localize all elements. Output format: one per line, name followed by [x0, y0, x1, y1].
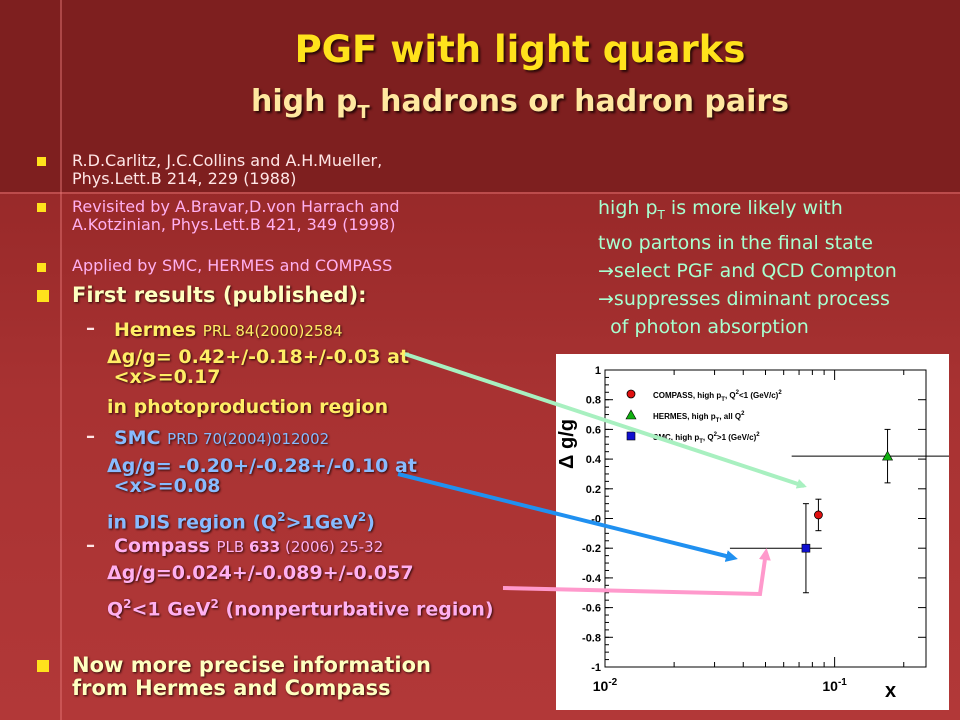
y-tick-label: 0.6 [586, 424, 601, 436]
y-tick-label: 0.4 [586, 454, 602, 466]
data-point [882, 450, 894, 461]
first-results-heading: First results (published): [72, 283, 367, 307]
data-point [801, 543, 811, 553]
bullet-icon [37, 290, 49, 302]
y-tick-label: -0.8 [582, 632, 601, 644]
bullet-icon [37, 157, 46, 166]
y-tick-label: -0 [591, 514, 601, 526]
legend-marker [625, 409, 637, 420]
dash-icon: – [86, 535, 95, 556]
delta-g-plot: 1 0.8 0.6 0.4 0.2 -0 -0.2 -0.4 -0.6 -0.8 -1 10-2 10-… [556, 365, 957, 702]
bullet-icon [37, 660, 49, 672]
conclusion: Now more precise information from Hermes… [72, 653, 431, 700]
ref-applied: Applied by SMC, HERMES and COMPASS [72, 256, 393, 275]
title-band [0, 0, 960, 192]
hermes-value: Δg/g= 0.42+/-0.18+/-0.03 at <x>=0.17 [107, 346, 410, 388]
data-point [814, 510, 823, 520]
bullet-icon [37, 263, 46, 272]
smc-value: Δg/g= -0.20+/-0.28+/-0.10 at <x>=0.08 [107, 455, 417, 497]
y-tick-label: -0.4 [582, 573, 602, 585]
y-tick-label: 0.2 [586, 484, 601, 496]
y-tick-label: -1 [591, 662, 601, 674]
compass-heading: Compass PLB 633 (2006) 25-32 [114, 535, 384, 557]
y-tick-label: -0.2 [582, 543, 601, 555]
legend-label: COMPASS, high pT, Q2<1 (GeV/c)2 [653, 390, 782, 403]
y-tick-label: 0.8 [586, 395, 601, 407]
legend-label: HERMES, high pT, all Q2 [653, 411, 745, 424]
ref-bravar: Revisited by A.Bravar,D.von Harrach and … [72, 197, 400, 234]
dash-icon: – [86, 318, 95, 339]
compass-region: Q2<1 GeV2 (nonperturbative region) [107, 597, 494, 621]
y-axis-label: Δ g/g [556, 419, 578, 469]
plot-panel: 1 0.8 0.6 0.4 0.2 -0 -0.2 -0.4 -0.6 -0.8 -1 10-2 10-… [556, 354, 957, 710]
x-tick-label: 10-2 [593, 677, 618, 694]
dash-icon: – [86, 426, 95, 447]
bullet-icon [37, 203, 46, 212]
slide-subtitle: high pT hadrons or hadron pairs [250, 84, 790, 123]
smc-heading: SMC PRD 70(2004)012002 [114, 427, 330, 449]
hermes-heading: Hermes PRL 84(2000)2584 [114, 319, 343, 341]
legend-marker [626, 431, 636, 441]
hermes-region: in photoproduction region [107, 396, 389, 418]
smc-region: in DIS region (Q2>1GeV2) [107, 510, 375, 534]
y-tick-label: -0.6 [582, 603, 601, 615]
ref-carlitz: R.D.Carlitz, J.C.Collins and A.H.Mueller… [72, 151, 383, 188]
side-note: high pT is more likely with two partons … [598, 197, 897, 338]
compass-value: Δg/g=0.024+/-0.089+/-0.057 [107, 562, 414, 584]
x-tick-label: 10-1 [822, 677, 847, 694]
decor-horizontal-line [0, 192, 960, 194]
decor-vertical-line [60, 0, 62, 720]
legend-marker [626, 389, 636, 399]
legend-label: SMC, high pT, Q2>1 (GeV/c)2 [653, 432, 760, 445]
y-tick-label: 1 [595, 365, 601, 377]
x-axis-label: x [885, 680, 896, 702]
slide-title: PGF with light quarks [294, 28, 746, 71]
